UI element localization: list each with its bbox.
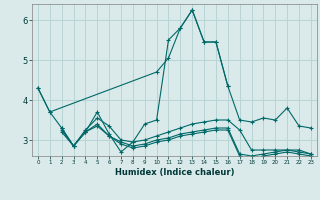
X-axis label: Humidex (Indice chaleur): Humidex (Indice chaleur) <box>115 168 234 177</box>
